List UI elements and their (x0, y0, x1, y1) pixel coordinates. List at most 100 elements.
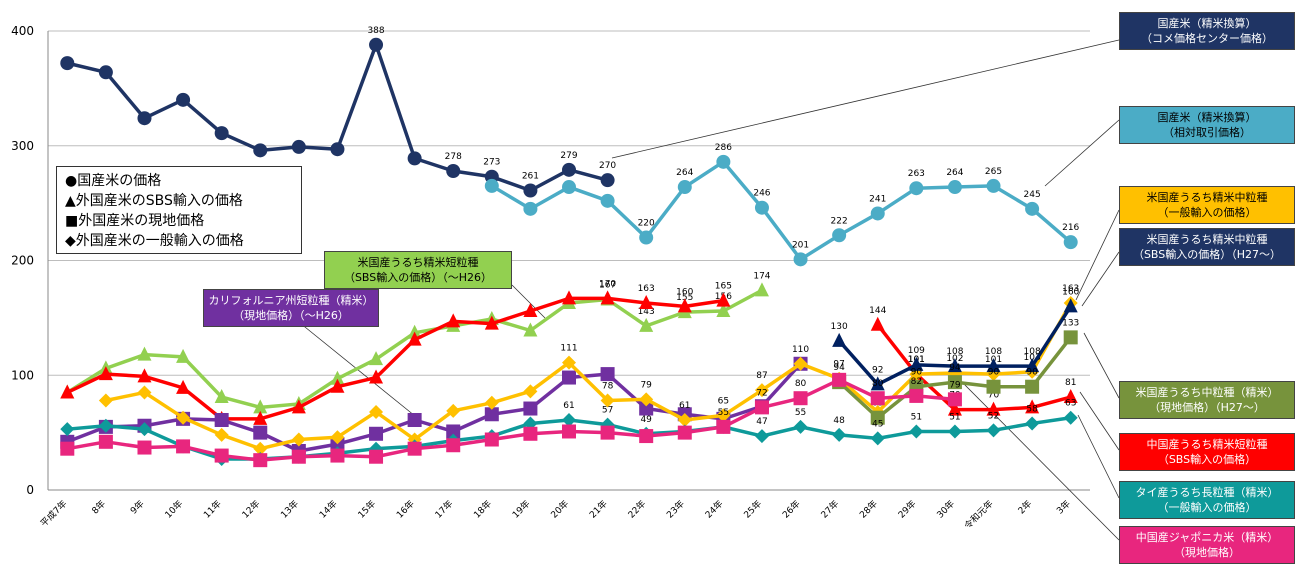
callout-leader (611, 39, 1120, 159)
data-label: 47 (756, 417, 767, 427)
data-point (1025, 358, 1040, 373)
x-tick-label: 20年 (548, 498, 571, 521)
data-point (330, 370, 345, 385)
data-point (523, 401, 538, 416)
x-tick-label: 令和元年 (962, 498, 996, 532)
data-point (253, 399, 268, 414)
data-label: 45 (872, 419, 883, 429)
data-point (870, 206, 885, 221)
data-point (407, 413, 422, 428)
data-label: 87 (756, 371, 767, 381)
data-point (639, 317, 654, 332)
callout-leader (1079, 391, 1120, 451)
callout-leader (957, 377, 1120, 541)
x-tick-label: 10年 (162, 498, 185, 521)
x-tick-label: 17年 (432, 498, 455, 521)
data-point (716, 154, 731, 169)
data-point (176, 379, 191, 394)
data-point (523, 302, 538, 317)
data-point (909, 356, 924, 371)
legend-line-sbs: ▲外国産米のSBS輸入の価格 (65, 193, 243, 209)
data-point (369, 426, 384, 441)
series-line (876, 323, 1072, 412)
data-point (176, 348, 191, 363)
data-point (754, 282, 769, 297)
data-label: 241 (869, 194, 886, 204)
data-label: 265 (985, 167, 1002, 177)
callout-line2: （相対取引価格） (1163, 126, 1251, 139)
callout-line2: （SBS輸入の価格） (1157, 453, 1257, 466)
series-line (490, 160, 1072, 262)
data-label: 246 (753, 189, 770, 199)
data-point (754, 429, 769, 444)
data-point (562, 370, 576, 385)
data-point (754, 383, 769, 398)
data-label: 163 (638, 284, 655, 294)
data-point (446, 438, 461, 453)
data-point (291, 399, 306, 414)
data-point (253, 410, 268, 425)
data-label: 278 (445, 152, 462, 162)
callout-line2: （現地価格） (1174, 546, 1240, 559)
data-point (986, 178, 1001, 193)
y-tick-label: 0 (26, 483, 34, 497)
data-label: 108 (946, 347, 963, 357)
data-point (407, 441, 422, 456)
data-point (716, 292, 731, 307)
data-label: 94 (949, 363, 961, 373)
data-point (639, 401, 654, 416)
data-point (253, 143, 268, 158)
data-point (98, 434, 113, 449)
x-tick-label: 29年 (896, 498, 919, 521)
data-label: 79 (949, 380, 961, 390)
data-point (562, 180, 576, 195)
data-point (639, 429, 654, 444)
data-point (947, 180, 962, 195)
x-tick-label: 24年 (703, 498, 726, 521)
data-point (253, 441, 268, 456)
data-label: 82 (911, 377, 922, 387)
callout-line1: 中国産ジャポニカ米（精米） (1135, 531, 1279, 544)
data-point (369, 449, 384, 464)
data-point (986, 423, 1001, 438)
data-point (600, 393, 615, 408)
data-point (369, 369, 384, 384)
data-label: 81 (1065, 378, 1076, 388)
x-tick-label: 28年 (857, 498, 880, 521)
data-point (446, 424, 461, 439)
data-point (1063, 389, 1078, 404)
callout-us-medium-local: 米国産うるち中粒種（精米） （現地価格）（H27～） (1119, 381, 1295, 419)
data-point (369, 37, 384, 52)
data-point (523, 183, 538, 198)
data-point (214, 427, 229, 442)
data-point (562, 290, 576, 305)
data-label: 79 (640, 380, 652, 390)
data-label: 109 (908, 346, 925, 356)
data-label: 263 (908, 169, 925, 179)
data-label: 144 (869, 306, 886, 316)
data-label: 58 (1026, 404, 1038, 414)
data-point (60, 56, 75, 71)
data-point (330, 430, 345, 445)
x-tick-label: 27年 (818, 498, 841, 521)
data-point (870, 410, 885, 425)
data-point (754, 400, 769, 415)
data-label: 261 (522, 172, 539, 182)
x-tick-label: 11年 (201, 498, 224, 521)
data-point (137, 111, 152, 126)
callout-us-short-sbs: 米国産うるち精米短粒種 （SBS輸入の価格）（～H26） (324, 251, 512, 289)
callout-line1: 米国産うるち中粒種（精米） (1135, 386, 1279, 399)
data-point (1063, 330, 1078, 345)
data-point (407, 331, 422, 346)
data-point (562, 424, 576, 439)
data-point (98, 418, 113, 433)
x-tick-label: 23年 (664, 498, 687, 521)
legend-line-local: ■外国産米の現地価格 (65, 213, 205, 229)
data-point (716, 419, 731, 434)
x-tick-label: 30年 (934, 498, 957, 521)
callout-us-medium-general: 米国産うるち精米中粒種 （一般輸入の価格） (1119, 186, 1295, 224)
data-point (909, 424, 924, 439)
data-point (793, 391, 808, 406)
legend-line-general: ◆外国産米の一般輸入の価格 (65, 233, 244, 249)
data-point (484, 178, 499, 193)
